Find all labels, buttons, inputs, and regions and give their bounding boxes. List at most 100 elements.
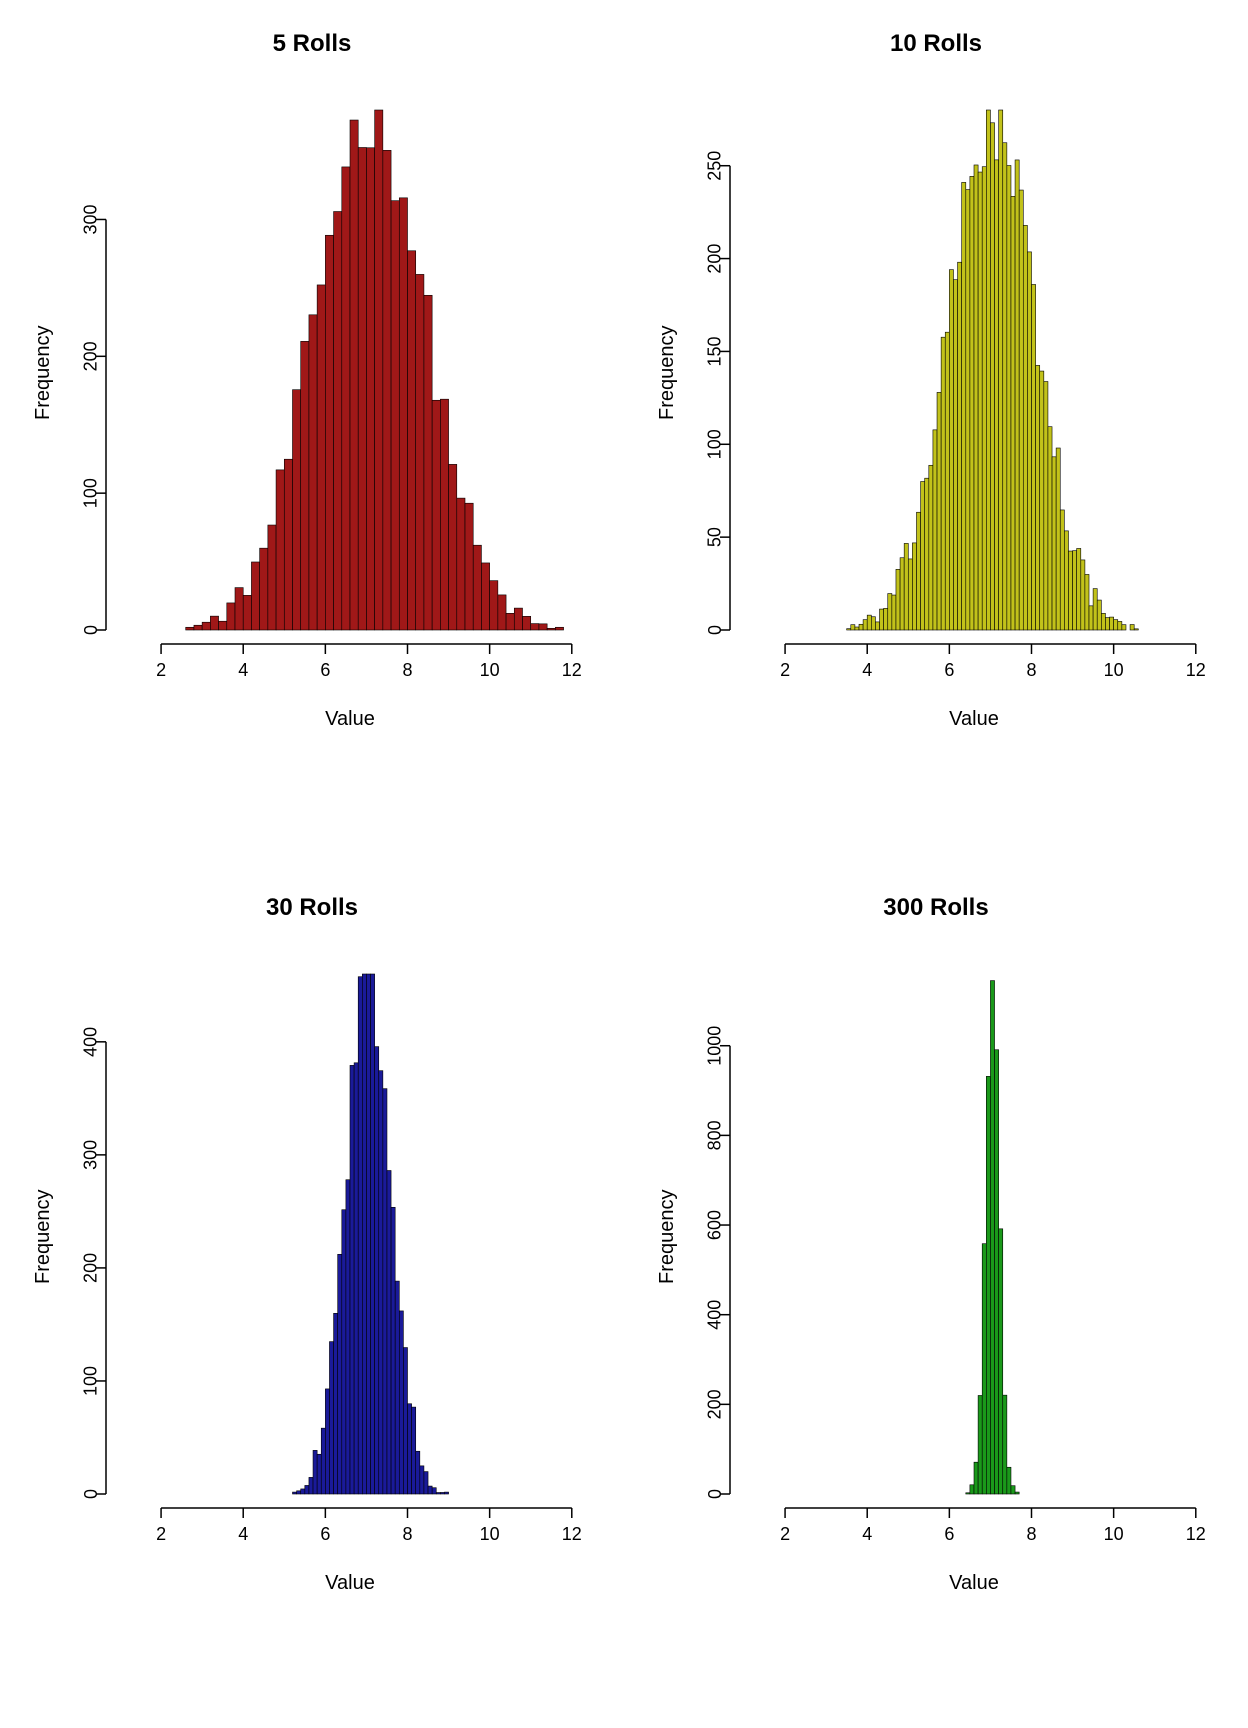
histogram-bar [999, 1229, 1003, 1494]
y-tick-label: 200 [705, 244, 725, 274]
histogram-bar [321, 1428, 325, 1494]
histogram-bar [379, 1071, 383, 1494]
histogram-bar [896, 569, 900, 630]
chart-title: 10 Rolls [624, 30, 1248, 58]
histogram-bar [1101, 613, 1105, 630]
histogram-bar [383, 150, 391, 630]
histogram-bar [325, 235, 333, 630]
y-tick-label: 400 [81, 1027, 101, 1057]
histogram-bar [408, 1404, 412, 1494]
x-tick-label: 4 [862, 1524, 872, 1544]
y-tick-label: 200 [81, 1253, 101, 1283]
histogram-bar [531, 624, 539, 630]
y-tick-label: 50 [705, 527, 725, 547]
histogram-bar [888, 594, 892, 630]
x-tick-label: 10 [480, 660, 500, 680]
chart-grid: 5 RollsFrequencyValue246810120100200300 … [0, 0, 1248, 1728]
histogram-bar [945, 332, 949, 630]
histogram-bar [966, 190, 970, 630]
histogram-bar [982, 1244, 986, 1494]
histogram-bar [970, 1485, 974, 1494]
x-tick-label: 8 [1026, 660, 1036, 680]
histogram-bar [1052, 457, 1056, 630]
histogram-svg: 246810120100200300 [0, 0, 624, 864]
histogram-bar [1023, 225, 1027, 630]
x-tick-label: 10 [480, 1524, 500, 1544]
histogram-bar [420, 1466, 424, 1494]
y-axis-label: Frequency [32, 326, 55, 421]
histogram-bar [375, 110, 383, 630]
histogram-bar [1114, 620, 1118, 630]
x-tick-label: 12 [1186, 1524, 1206, 1544]
histogram-bar [884, 608, 888, 630]
histogram-svg: 24681012050100150200250 [624, 0, 1248, 864]
histogram-bar [366, 974, 370, 1494]
x-axis-label: Value [744, 708, 1204, 731]
chart-title: 30 Rolls [0, 894, 624, 922]
histogram-bar [900, 558, 904, 630]
x-axis-label: Value [120, 708, 580, 731]
histogram-bar [1048, 427, 1052, 630]
histogram-bar [317, 1454, 321, 1494]
histogram-bar [995, 160, 999, 630]
histogram-bar [313, 1450, 317, 1494]
histogram-bar [416, 1451, 420, 1494]
histogram-bar [436, 1493, 440, 1495]
histogram-bar [309, 1477, 313, 1494]
histogram-bar [1073, 551, 1077, 630]
histogram-bar [362, 974, 366, 1494]
y-tick-label: 0 [705, 1489, 725, 1499]
histogram-bar [412, 1407, 416, 1494]
histogram-bar [863, 620, 867, 630]
histogram-bar [399, 1311, 403, 1494]
histogram-bar [1036, 365, 1040, 630]
histogram-bar [481, 563, 489, 630]
histogram-bar [953, 280, 957, 630]
histogram-bar [428, 1486, 432, 1494]
y-tick-label: 100 [81, 478, 101, 508]
histogram-bar [978, 1395, 982, 1494]
panel-10-rolls: 10 RollsFrequencyValue246810120501001502… [624, 0, 1248, 864]
histogram-bar [1032, 284, 1036, 630]
histogram-bar [235, 588, 243, 630]
panel-5-rolls: 5 RollsFrequencyValue246810120100200300 [0, 0, 624, 864]
histogram-bar [399, 198, 407, 630]
histogram-bar [293, 390, 301, 630]
histogram-bar [1081, 560, 1085, 630]
y-tick-label: 0 [81, 625, 101, 635]
x-tick-label: 4 [862, 660, 872, 680]
histogram-bar [284, 459, 292, 630]
histogram-bar [329, 1342, 333, 1494]
histogram-bar [999, 110, 1003, 630]
y-axis-label: Frequency [656, 326, 679, 421]
histogram-bar [1068, 551, 1072, 630]
histogram-bar [387, 1171, 391, 1495]
histogram-bar [990, 981, 994, 1494]
histogram-bar [391, 201, 399, 630]
x-tick-label: 12 [562, 1524, 582, 1544]
histogram-bar [383, 1089, 387, 1494]
panel-30-rolls: 30 RollsFrequencyValue246810120100200300… [0, 864, 624, 1728]
histogram-bar [523, 616, 531, 630]
histogram-bar [880, 609, 884, 630]
histogram-bar [465, 503, 473, 630]
histogram-bar [867, 615, 871, 630]
histogram-bar [202, 622, 210, 630]
histogram-bar [986, 1076, 990, 1494]
histogram-bar [990, 123, 994, 630]
histogram-bar [317, 285, 325, 630]
histogram-bar [354, 1063, 358, 1494]
y-tick-label: 250 [705, 151, 725, 181]
histogram-bar [941, 337, 945, 630]
histogram-svg: 2468101202004006008001000 [624, 864, 1248, 1728]
histogram-bar [912, 543, 916, 630]
x-tick-label: 6 [320, 660, 330, 680]
x-tick-label: 6 [944, 660, 954, 680]
histogram-bar [268, 525, 276, 630]
histogram-bar [847, 629, 851, 630]
histogram-bar [375, 1047, 379, 1494]
histogram-bar [949, 270, 953, 630]
histogram-bar [917, 512, 921, 630]
histogram-bar [194, 625, 202, 630]
histogram-bar [1093, 589, 1097, 630]
